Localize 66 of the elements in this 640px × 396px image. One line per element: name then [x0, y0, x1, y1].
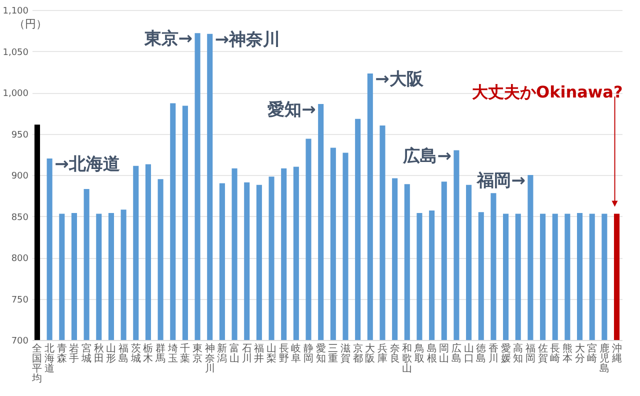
annotation: 福岡→: [476, 171, 526, 191]
annotation: 愛知→: [268, 100, 316, 120]
x-tick-label: 全国平均: [31, 342, 42, 384]
y-tick-label: 1,100: [2, 6, 29, 16]
x-tick-label: 山形: [106, 342, 116, 364]
y-tick-label: 1,000: [2, 89, 29, 99]
x-tick-label: 滋賀: [340, 342, 350, 364]
x-tick-label: 山口: [464, 342, 474, 364]
x-tick-label: 長野: [278, 344, 289, 364]
x-tick-label: 宮崎: [587, 342, 598, 364]
x-tick-label: 新潟: [217, 342, 228, 364]
y-axis-title: （円）: [14, 18, 47, 30]
x-tick-label: 熊本: [562, 342, 572, 364]
x-tick-label: 兵庫: [377, 342, 388, 364]
annotation: 大丈夫かOkinawa?: [472, 82, 623, 102]
x-tick-label: 高知: [513, 342, 524, 364]
x-tick-label: 青森: [56, 342, 67, 364]
x-tick-label: 秋田: [94, 342, 104, 364]
x-tick-label: 神奈川: [204, 342, 215, 374]
x-tick-label: 三重: [328, 344, 338, 364]
x-tick-label: 茨城: [130, 342, 141, 364]
x-tick-label: 東京: [192, 342, 203, 364]
y-tick-label: 700: [11, 336, 29, 346]
x-tick-label: 鳥取: [413, 342, 424, 364]
x-tick-label: 山梨: [266, 342, 277, 364]
x-tick-label: 京都: [352, 342, 363, 364]
y-tick-label: 1,050: [2, 48, 29, 58]
x-tick-label: 岡山: [439, 344, 450, 364]
x-tick-label: 長崎: [550, 344, 560, 364]
x-tick-label: 鹿児島: [599, 342, 610, 374]
x-tick-label: 福井: [254, 342, 264, 364]
x-tick-label: 愛知: [316, 342, 326, 364]
x-tick-label: 沖縄: [610, 342, 622, 364]
annotation: 広島→: [402, 146, 452, 166]
x-tick-label: 埼玉: [166, 342, 178, 364]
x-tick-label: 栃木: [143, 342, 154, 364]
x-tick-label: 大分: [574, 342, 585, 364]
y-tick-label: 900: [11, 172, 29, 182]
x-tick-label: 富山: [230, 342, 240, 364]
x-tick-label: 静岡: [304, 342, 314, 364]
annotation: 東京→: [143, 29, 193, 50]
x-tick-label: 群馬: [154, 342, 166, 364]
y-tick-label: 950: [11, 130, 29, 140]
annotation: →神奈川: [214, 30, 280, 50]
x-tick-label: 大阪: [365, 342, 376, 364]
x-tick-label: 徳島: [476, 344, 486, 364]
y-tick-label: 800: [11, 254, 29, 264]
x-tick-label: 岩手: [69, 342, 80, 364]
x-tick-label: 福岡: [525, 342, 536, 364]
x-tick-label: 福島: [118, 342, 129, 364]
x-tick-label: 宮城: [80, 342, 92, 364]
x-tick-label: 島根: [426, 342, 437, 364]
y-tick-label: 750: [11, 295, 29, 306]
x-tick-label: 千葉: [180, 342, 190, 364]
y-tick-label: 850: [11, 212, 29, 223]
x-tick-label: 佐賀: [538, 344, 548, 364]
annotation: →北海道: [54, 154, 120, 174]
x-tick-label: 石川: [242, 344, 252, 364]
x-tick-label: 香川: [488, 342, 498, 364]
x-tick-label: 奈良: [390, 344, 400, 364]
x-tick-label: 和歌山: [402, 342, 412, 374]
x-tick-label: 広島: [451, 342, 462, 364]
annotation: →大阪: [375, 70, 424, 90]
x-tick-label: 愛媛: [500, 342, 511, 364]
x-tick-label: 北海道: [44, 342, 55, 374]
x-tick-label: 岐阜: [291, 342, 302, 364]
